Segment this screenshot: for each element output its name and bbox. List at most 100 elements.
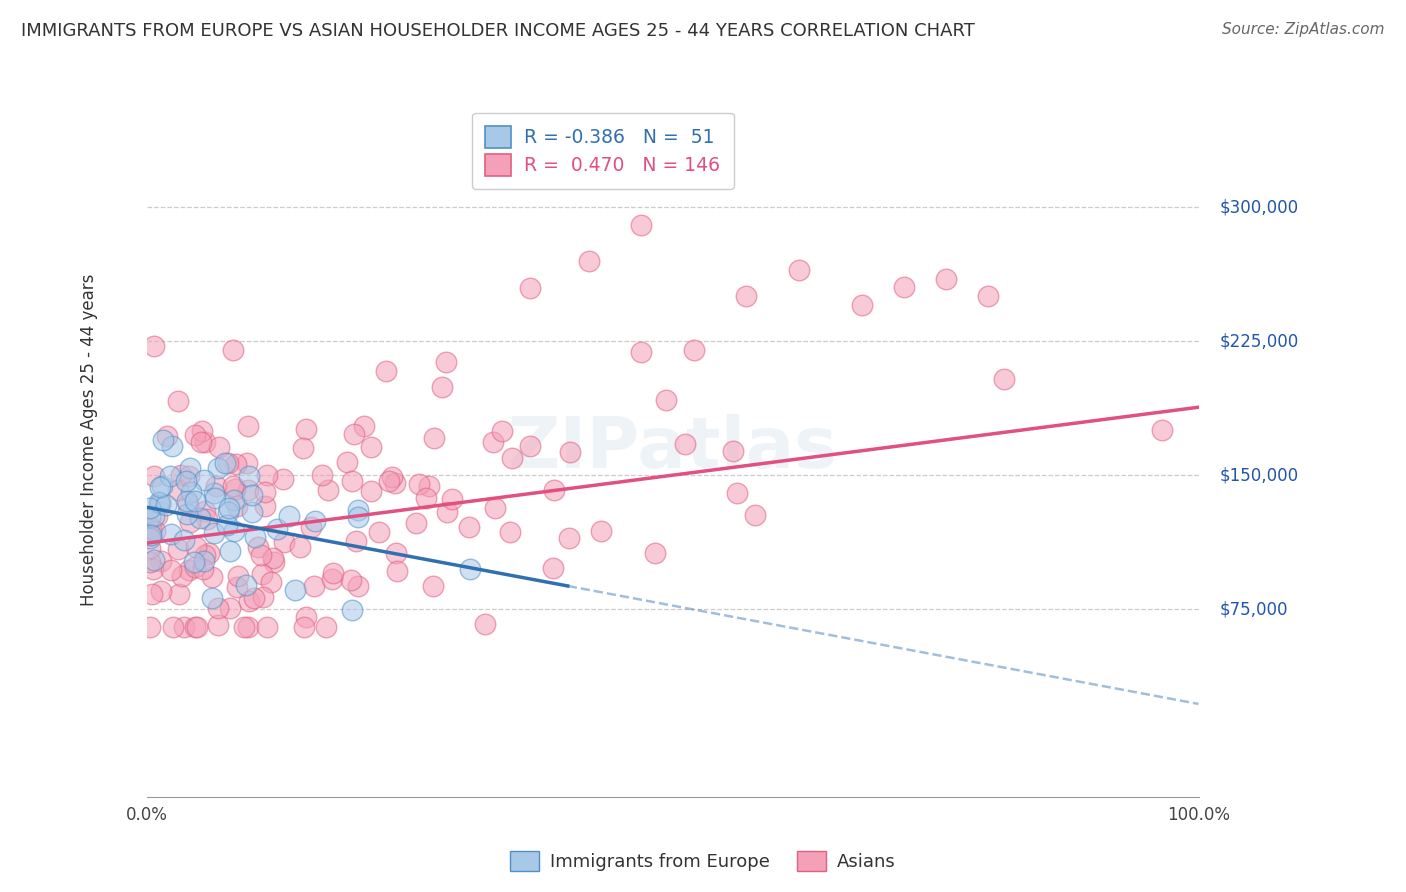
Point [278,509,301,524]
Point [202,525,225,540]
Point [190,435,212,450]
Point [179,515,201,529]
Point [250,567,273,582]
Point [141,521,163,535]
Point [238,483,260,497]
Point [519,281,541,295]
Point [630,344,652,359]
Text: Source: ZipAtlas.com: Source: ZipAtlas.com [1222,22,1385,37]
Point [238,620,260,634]
Point [260,575,283,590]
Point [644,546,666,560]
Point [224,524,246,539]
Point [342,603,364,617]
Point [458,561,481,575]
Text: $300,000: $300,000 [1219,198,1299,216]
Point [501,450,523,465]
Point [935,271,957,285]
Point [159,468,181,483]
Point [405,516,427,530]
Point [167,393,190,408]
Point [224,482,246,496]
Point [474,617,496,632]
Point [344,534,367,549]
Point [177,468,200,483]
Point [194,548,217,562]
Text: 100.0%: 100.0% [1167,805,1230,824]
Point [222,492,245,507]
Point [787,262,810,277]
Point [170,568,193,582]
Point [167,483,190,498]
Point [491,424,513,438]
Point [519,438,541,452]
Point [240,505,263,519]
Point [173,620,195,634]
Point [173,533,195,548]
Point [457,519,479,533]
Point [183,428,205,442]
Point [204,491,226,505]
Point [186,540,208,554]
Point [262,551,284,566]
Point [340,475,363,489]
Point [290,540,312,554]
Point [177,563,200,577]
Point [152,433,174,447]
Point [375,364,398,378]
Point [418,479,440,493]
Point [139,620,162,634]
Text: $75,000: $75,000 [1219,600,1288,618]
Point [353,419,375,434]
Point [139,509,162,524]
Point [160,439,183,453]
Point [233,620,256,634]
Point [385,546,408,560]
Point [408,477,430,491]
Point [430,379,453,393]
Point [183,556,205,570]
Point [139,555,162,569]
Point [347,579,370,593]
Point [367,524,389,539]
Point [191,562,214,576]
Point [186,620,208,634]
Text: ZIPatlas: ZIPatlas [508,414,838,483]
Point [315,620,337,634]
Point [336,454,359,468]
Text: $225,000: $225,000 [1219,332,1299,350]
Point [149,496,172,510]
Point [721,443,744,458]
Point [183,620,205,634]
Point [226,580,249,594]
Point [226,499,249,513]
Point [851,298,873,312]
Point [149,497,172,511]
Text: $150,000: $150,000 [1219,467,1299,484]
Point [240,488,263,502]
Point [673,437,696,451]
Point [207,441,229,455]
Point [148,480,170,494]
Point [484,500,506,515]
Point [198,546,221,560]
Point [273,534,295,549]
Point [142,469,165,483]
Point [180,485,202,500]
Point [316,483,339,498]
Point [256,620,278,634]
Point [246,541,269,555]
Point [422,579,444,593]
Point [321,572,343,586]
Point [184,560,207,574]
Point [143,508,166,523]
Point [977,289,1000,303]
Point [184,494,207,508]
Point [162,620,184,634]
Point [236,418,259,433]
Point [193,473,215,487]
Point [155,429,177,443]
Point [235,578,257,592]
Point [993,371,1015,385]
Point [893,280,915,294]
